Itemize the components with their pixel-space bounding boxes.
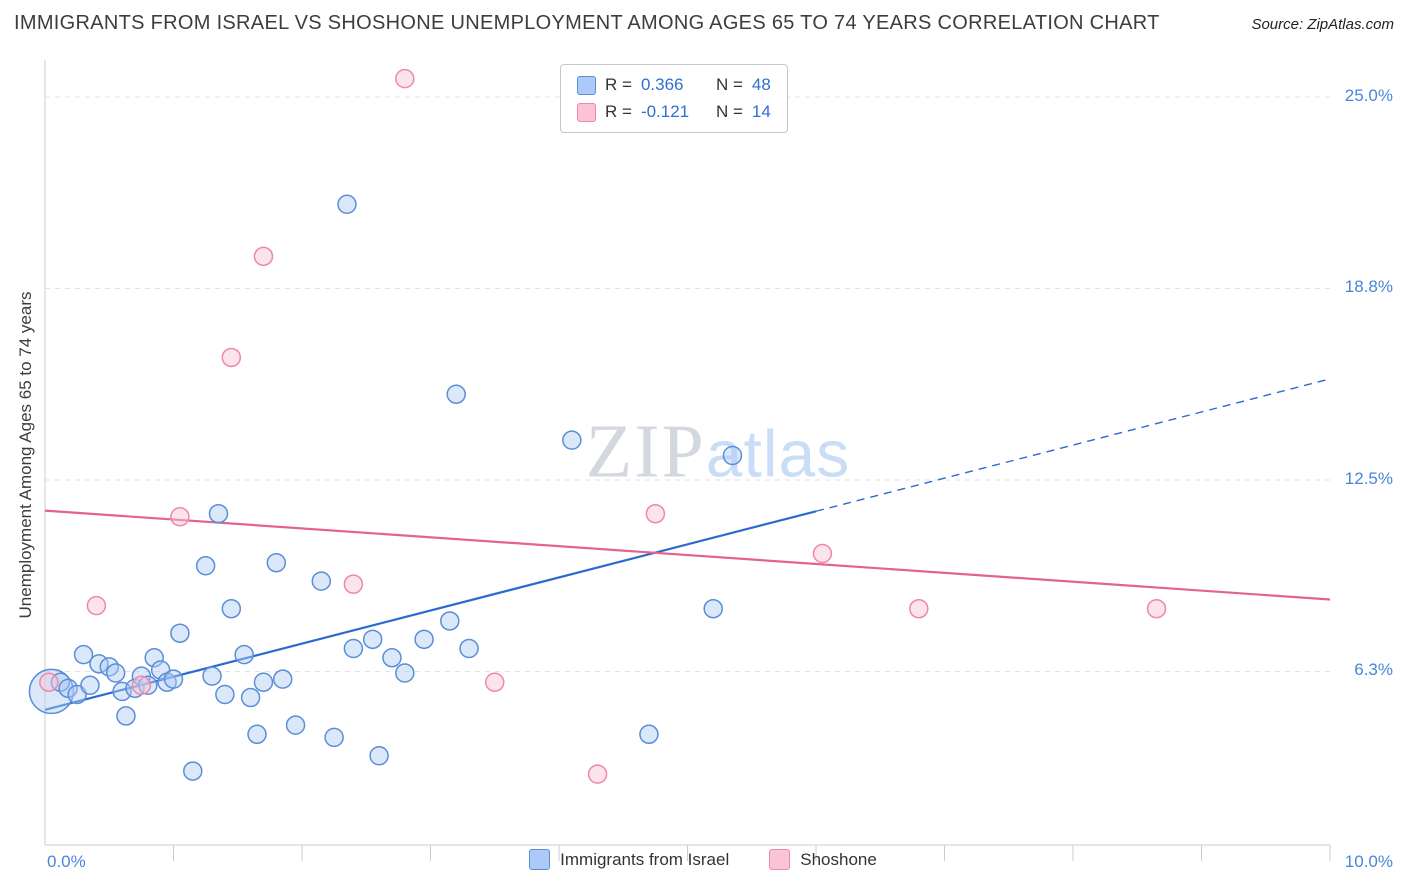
scatter-point-israel <box>240 687 261 708</box>
scatter-point-israel <box>195 556 216 576</box>
legend-label-israel: Immigrants from Israel <box>560 849 730 869</box>
scatter-point-shoshone <box>39 672 59 692</box>
scatter-point-israel <box>311 571 332 591</box>
scatter-point-israel <box>369 746 389 766</box>
scatter-point-israel <box>382 647 402 668</box>
scatter-point-shoshone <box>812 543 833 564</box>
scatter-point-shoshone <box>645 503 666 524</box>
scatter-point-shoshone <box>253 246 274 267</box>
chart-legend: Immigrants from Israel Shoshone <box>0 849 1406 870</box>
n-value: 48 <box>751 75 771 94</box>
scatter-point-israel <box>208 503 229 524</box>
scatter-point-israel <box>343 638 364 659</box>
scatter-point-israel <box>414 629 434 650</box>
scatter-point-israel <box>163 669 184 689</box>
scatter-point-israel <box>80 675 100 696</box>
x-axis-max-label: 10.0% <box>1344 852 1393 871</box>
scatter-point-israel <box>324 727 344 748</box>
n-label: N = <box>715 75 743 94</box>
scatter-point-israel <box>73 644 94 665</box>
scatter-point-israel <box>170 623 190 643</box>
watermark-atlas: atlas <box>705 416 851 491</box>
scatter-point-israel <box>234 644 254 665</box>
scatter-point-israel <box>440 611 460 631</box>
scatter-point-israel <box>562 430 582 450</box>
scatter-point-israel <box>138 675 158 696</box>
scatter-point-israel <box>395 663 415 683</box>
israel-swatch-icon <box>529 849 551 870</box>
scatter-point-israel <box>362 629 383 650</box>
legend-stats-box: R = 0.366 N = 48 R = -0.121 N = 14 <box>560 64 788 133</box>
legend-item-israel: Immigrants from Israel <box>529 849 729 870</box>
scatter-point-shoshone <box>587 764 608 784</box>
n-label: N = <box>715 102 743 121</box>
y-axis-title: Unemployment Among Ages 65 to 74 years <box>16 291 35 619</box>
legend-item-shoshone: Shoshone <box>769 849 877 870</box>
scatter-point-israel <box>266 552 287 573</box>
y-tick-25: 25.0% <box>1344 86 1393 105</box>
stats-row-israel: R = 0.366 N = 48 <box>577 75 771 95</box>
scatter-point-israel <box>202 666 222 686</box>
scatter-point-israel <box>459 638 479 659</box>
scatter-point-israel <box>247 724 267 745</box>
x-axis-min-label: 0.0% <box>47 852 86 871</box>
source-label: Source: ZipAtlas.com <box>1251 16 1394 33</box>
stats-row-shoshone: R = -0.121 N = 14 <box>577 102 771 122</box>
r-value: -0.121 <box>640 102 690 121</box>
y-tick-18-8: 18.8% <box>1344 277 1393 296</box>
scatter-point-israel <box>703 598 723 619</box>
shoshone-swatch-icon <box>769 849 791 870</box>
trend-line-projection-israel <box>815 378 1331 512</box>
scatter-point-israel <box>337 194 357 214</box>
r-label: R = <box>605 102 632 121</box>
y-tick-12-5: 12.5% <box>1344 469 1393 488</box>
israel-swatch-icon <box>577 75 596 95</box>
scatter-point-israel <box>272 669 293 689</box>
scatter-point-israel <box>183 761 203 781</box>
scatter-point-shoshone <box>485 672 505 692</box>
chart-title: IMMIGRANTS FROM ISRAEL VS SHOSHONE UNEMP… <box>14 12 1160 34</box>
scatter-point-shoshone <box>170 507 190 527</box>
trend-line-shoshone <box>44 509 1331 601</box>
scatter-point-israel <box>116 706 136 726</box>
r-value: 0.366 <box>640 75 684 94</box>
scatter-point-israel <box>105 663 126 683</box>
shoshone-swatch-icon <box>577 102 596 122</box>
scatter-point-israel <box>221 598 242 619</box>
y-tick-6-3: 6.3% <box>1354 660 1393 679</box>
scatter-point-shoshone <box>395 68 415 89</box>
scatter-point-israel <box>285 715 306 735</box>
scatter-point-israel <box>215 684 235 705</box>
legend-label-shoshone: Shoshone <box>800 849 877 869</box>
scatter-point-shoshone <box>1146 598 1167 619</box>
scatter-point-shoshone <box>909 598 929 619</box>
scatter-point-shoshone <box>221 347 242 368</box>
scatter-point-israel <box>446 384 466 404</box>
r-label: R = <box>605 75 632 94</box>
scatter-point-israel <box>144 647 164 668</box>
scatter-point-shoshone <box>131 675 152 696</box>
scatter-point-israel <box>253 672 274 692</box>
scatter-point-israel <box>722 445 743 466</box>
scatter-point-shoshone <box>343 574 364 594</box>
n-value: 14 <box>751 102 771 121</box>
scatter-point-israel <box>639 724 659 745</box>
scatter-point-shoshone <box>86 595 107 616</box>
